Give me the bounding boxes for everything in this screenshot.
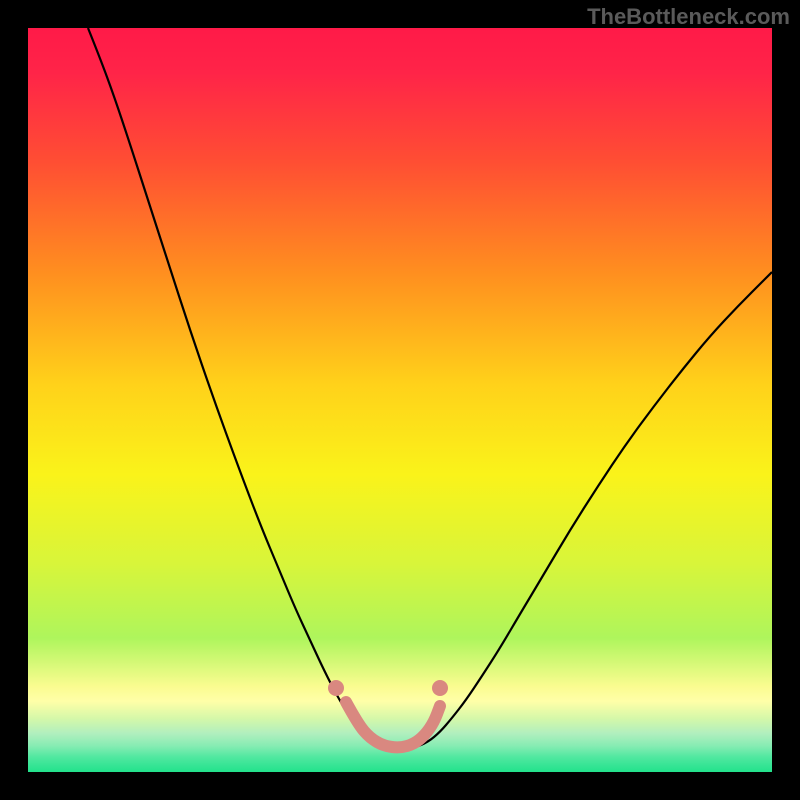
- watermark-text: TheBottleneck.com: [587, 4, 790, 30]
- chart-container: TheBottleneck.com: [0, 0, 800, 800]
- optimum-left-cap: [328, 680, 344, 696]
- chart-svg: [0, 0, 800, 800]
- plot-background: [28, 28, 772, 772]
- optimum-right-cap: [432, 680, 448, 696]
